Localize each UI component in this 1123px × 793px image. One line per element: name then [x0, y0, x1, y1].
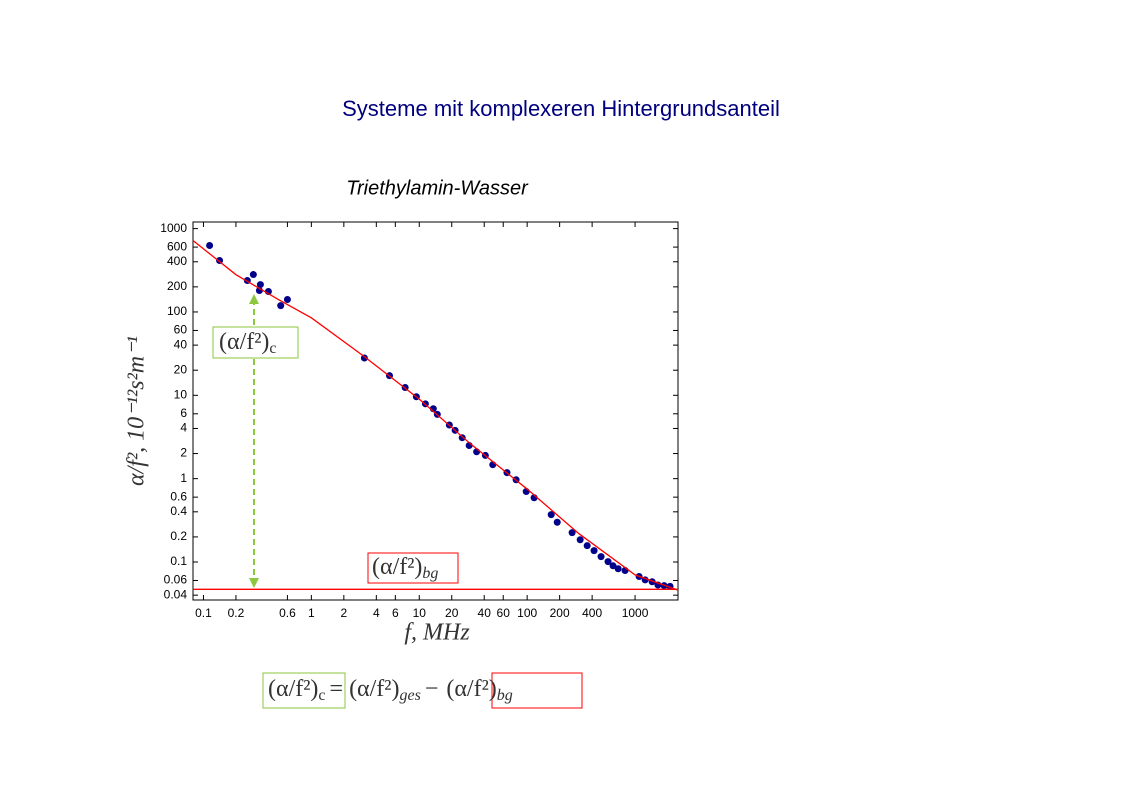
x-tick-label: 200 — [550, 606, 570, 620]
x-tick-label: 2 — [340, 606, 347, 620]
data-point — [568, 529, 576, 537]
x-tick-label: 1000 — [622, 606, 649, 620]
y-tick-label: 400 — [167, 254, 187, 268]
x-tick-label: 20 — [445, 606, 459, 620]
x-tick-label: 400 — [582, 606, 602, 620]
equation-box — [262, 672, 346, 709]
equation: (α/f²)c = (α/f²)ges − (α/f²)bg — [268, 676, 513, 704]
x-tick-label: 4 — [373, 606, 380, 620]
data-point — [553, 518, 561, 526]
y-axis-label: α/f², 10⁻¹²s²m⁻¹ — [124, 336, 150, 486]
y-tick-label: 40 — [174, 337, 188, 351]
data-point — [256, 281, 264, 289]
y-tick-label: 0.04 — [164, 587, 188, 601]
x-tick-label: 0.1 — [195, 606, 212, 620]
data-point — [609, 562, 617, 570]
chart-title: Triethylamin-Wasser — [346, 177, 529, 199]
fit-line — [192, 239, 679, 591]
y-tick-label: 1000 — [160, 221, 187, 235]
data-point — [614, 565, 622, 573]
y-tick-label: 0.2 — [170, 529, 187, 543]
x-tick-label: 60 — [497, 606, 511, 620]
x-tick-label: 10 — [413, 606, 427, 620]
data-point — [547, 511, 555, 519]
slide-title: Systeme mit komplexeren Hintergrundsante… — [342, 96, 780, 121]
x-tick-label: 40 — [478, 606, 492, 620]
y-tick-label: 100 — [167, 304, 187, 318]
y-tick-label: 600 — [167, 239, 187, 253]
y-tick-label: 60 — [174, 323, 188, 337]
data-point — [249, 271, 257, 279]
annotation-box — [367, 552, 459, 584]
x-tick-label: 100 — [517, 606, 537, 620]
y-tick-label: 4 — [180, 421, 187, 435]
data-point — [590, 547, 598, 555]
y-tick-label: 0.1 — [170, 554, 187, 568]
x-tick-label: 6 — [392, 606, 399, 620]
x-tick-label: 0.6 — [279, 606, 296, 620]
x-tick-label: 0.2 — [228, 606, 245, 620]
data-point — [597, 553, 605, 561]
data-point — [458, 434, 466, 442]
y-tick-label: 0.4 — [170, 504, 187, 518]
data-point — [583, 542, 591, 550]
y-tick-label: 2 — [180, 446, 187, 460]
data-point — [283, 296, 291, 304]
data-point — [277, 302, 285, 310]
y-tick-label: 20 — [174, 362, 188, 376]
y-tick-label: 0.6 — [170, 489, 187, 503]
data-point — [206, 241, 214, 249]
data-point — [604, 558, 612, 566]
x-tick-label: 1 — [308, 606, 315, 620]
x-axis-label: f, MHz — [404, 620, 470, 646]
y-tick-label: 6 — [180, 406, 187, 420]
plot: 0.1 0.2 0.6 1 2 4 6 10 20 40 60 100 200 400 1000100060… — [160, 221, 679, 620]
y-tick-label: 0.06 — [164, 573, 188, 587]
y-tick-label: 1 — [180, 471, 187, 485]
data-point — [576, 536, 584, 544]
annotation: (α/f²)bg — [372, 554, 438, 582]
data-point — [360, 354, 368, 362]
annotation: (α/f²)c — [219, 329, 277, 357]
y-tick-label: 200 — [167, 279, 187, 293]
annotation-box — [212, 326, 299, 359]
y-tick-label: 10 — [174, 387, 188, 401]
equation-box — [491, 672, 583, 709]
